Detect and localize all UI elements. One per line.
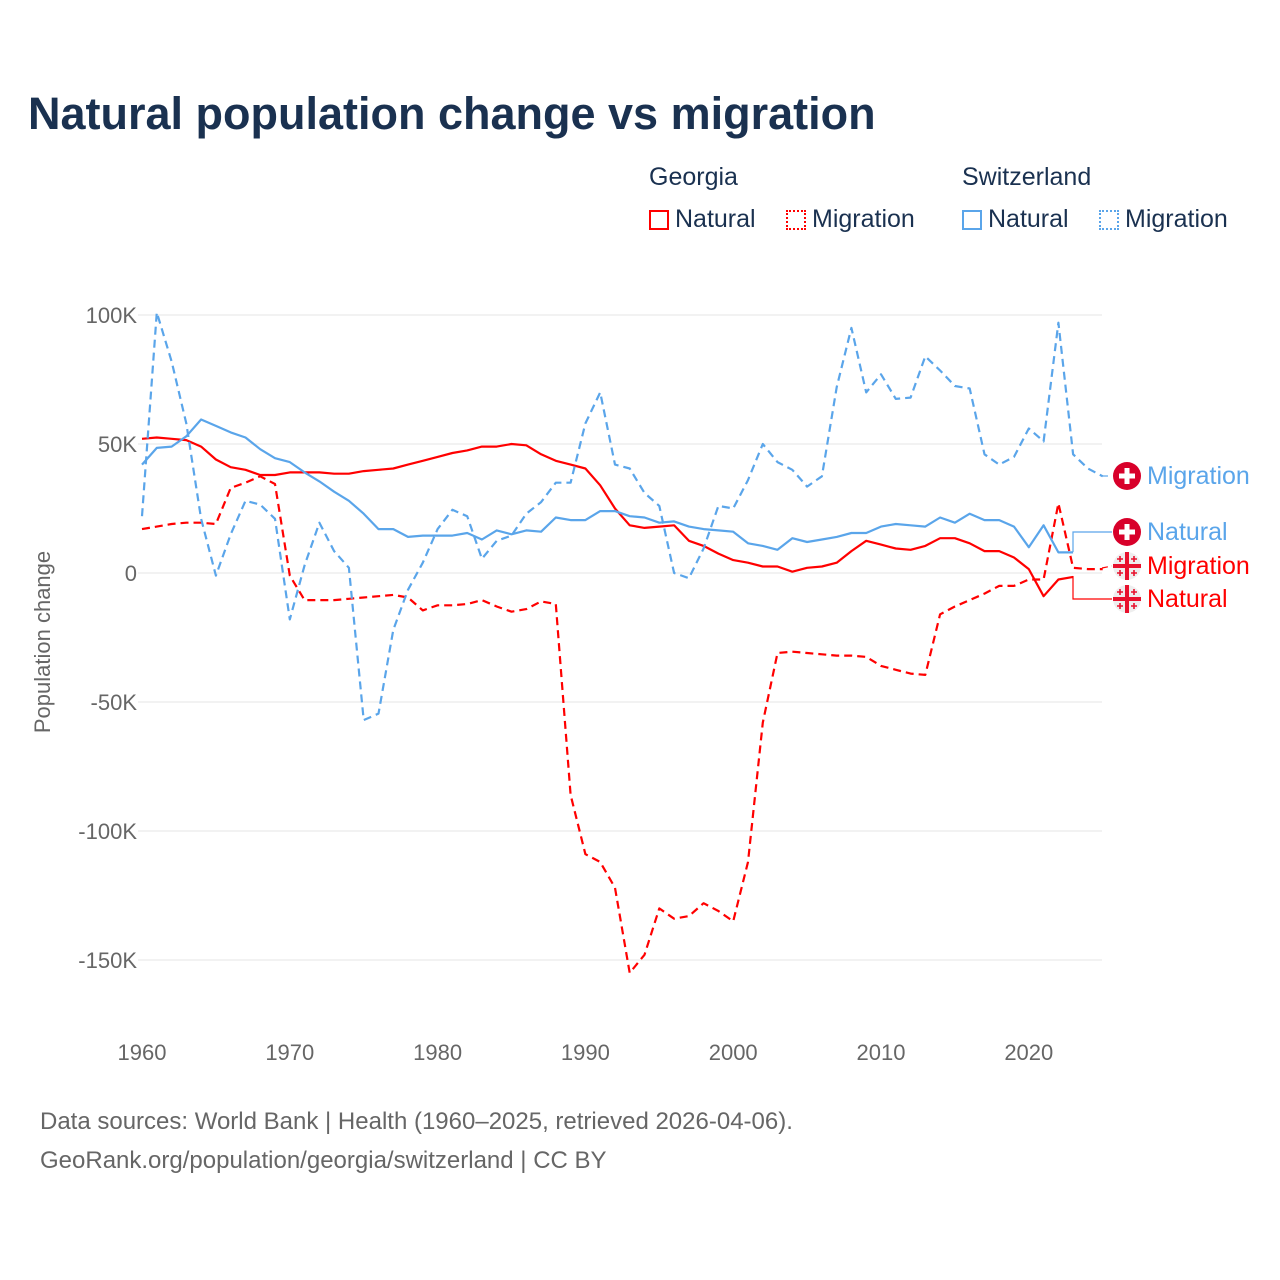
georgia-small-cross-icon: [1117, 603, 1123, 609]
x-tick-label: 1990: [561, 1040, 610, 1065]
series-line-switzerland-natural: [141, 418, 1074, 554]
y-tick-label: -150K: [78, 948, 137, 973]
x-tick-label: 1960: [118, 1040, 167, 1065]
dotted-swatch-icon: [786, 209, 806, 230]
end-label-georgia-natural: Natural: [1147, 585, 1228, 613]
series-line-georgia-migration: [141, 475, 1103, 975]
georgia-small-cross-icon: [1131, 570, 1137, 576]
legend-label: Natural: [675, 205, 756, 233]
label-connector: [1101, 565, 1113, 569]
dotted-swatch-icon: [1099, 209, 1119, 230]
x-tick-label: 2020: [1004, 1040, 1053, 1065]
swiss-flag-cross-icon: [1119, 468, 1135, 484]
label-connector: [1072, 576, 1112, 600]
legend-label: Migration: [1125, 205, 1228, 233]
series-line-georgia-natural: [141, 436, 1074, 598]
georgia-small-cross-icon: [1117, 589, 1123, 595]
legend-label: Migration: [812, 205, 915, 233]
source-note: Data sources: World Bank | Health (1960–…: [40, 1108, 793, 1135]
end-label-georgia-migration: Migration: [1147, 552, 1250, 580]
solid-swatch-icon: [962, 209, 982, 230]
x-tick-label: 2000: [709, 1040, 758, 1065]
georgia-small-cross-icon: [1117, 556, 1123, 562]
y-tick-label: 100K: [86, 303, 138, 328]
legend-group-georgia: Georgia: [649, 163, 738, 191]
georgia-small-cross-icon: [1131, 589, 1137, 595]
end-label-switzerland-natural: Natural: [1147, 518, 1228, 546]
y-tick-label: 50K: [98, 432, 137, 457]
x-tick-label: 2010: [857, 1040, 906, 1065]
label-connector: [1072, 531, 1112, 552]
legend-group-switzerland: Switzerland: [962, 163, 1092, 191]
legend-label: Natural: [988, 205, 1069, 233]
swiss-flag-cross-icon: [1119, 524, 1135, 540]
legend-switzerland-natural[interactable]: Natural: [962, 205, 1069, 234]
georgia-flag-cross-icon: [1113, 552, 1141, 580]
chart-title: Natural population change vs migration: [28, 88, 876, 139]
legend-georgia-migration[interactable]: Migration: [786, 205, 915, 234]
y-tick-label: -50K: [91, 690, 138, 715]
x-tick-label: 1970: [265, 1040, 314, 1065]
georgia-small-cross-icon: [1131, 603, 1137, 609]
solid-swatch-icon: [649, 209, 669, 230]
x-tick-label: 1980: [413, 1040, 462, 1065]
georgia-small-cross-icon: [1117, 570, 1123, 576]
y-tick-label: -100K: [78, 819, 137, 844]
legend-georgia-natural[interactable]: Natural: [649, 205, 756, 234]
georgia-small-cross-icon: [1131, 556, 1137, 562]
georgia-flag-cross-icon: [1113, 585, 1141, 613]
y-tick-label: 0: [125, 561, 137, 586]
end-label-switzerland-migration: Migration: [1147, 462, 1250, 490]
y-axis-label: Population change: [30, 551, 55, 733]
legend-switzerland-migration[interactable]: Migration: [1099, 205, 1228, 234]
source-link[interactable]: GeoRank.org/population/georgia/switzerla…: [40, 1147, 607, 1174]
